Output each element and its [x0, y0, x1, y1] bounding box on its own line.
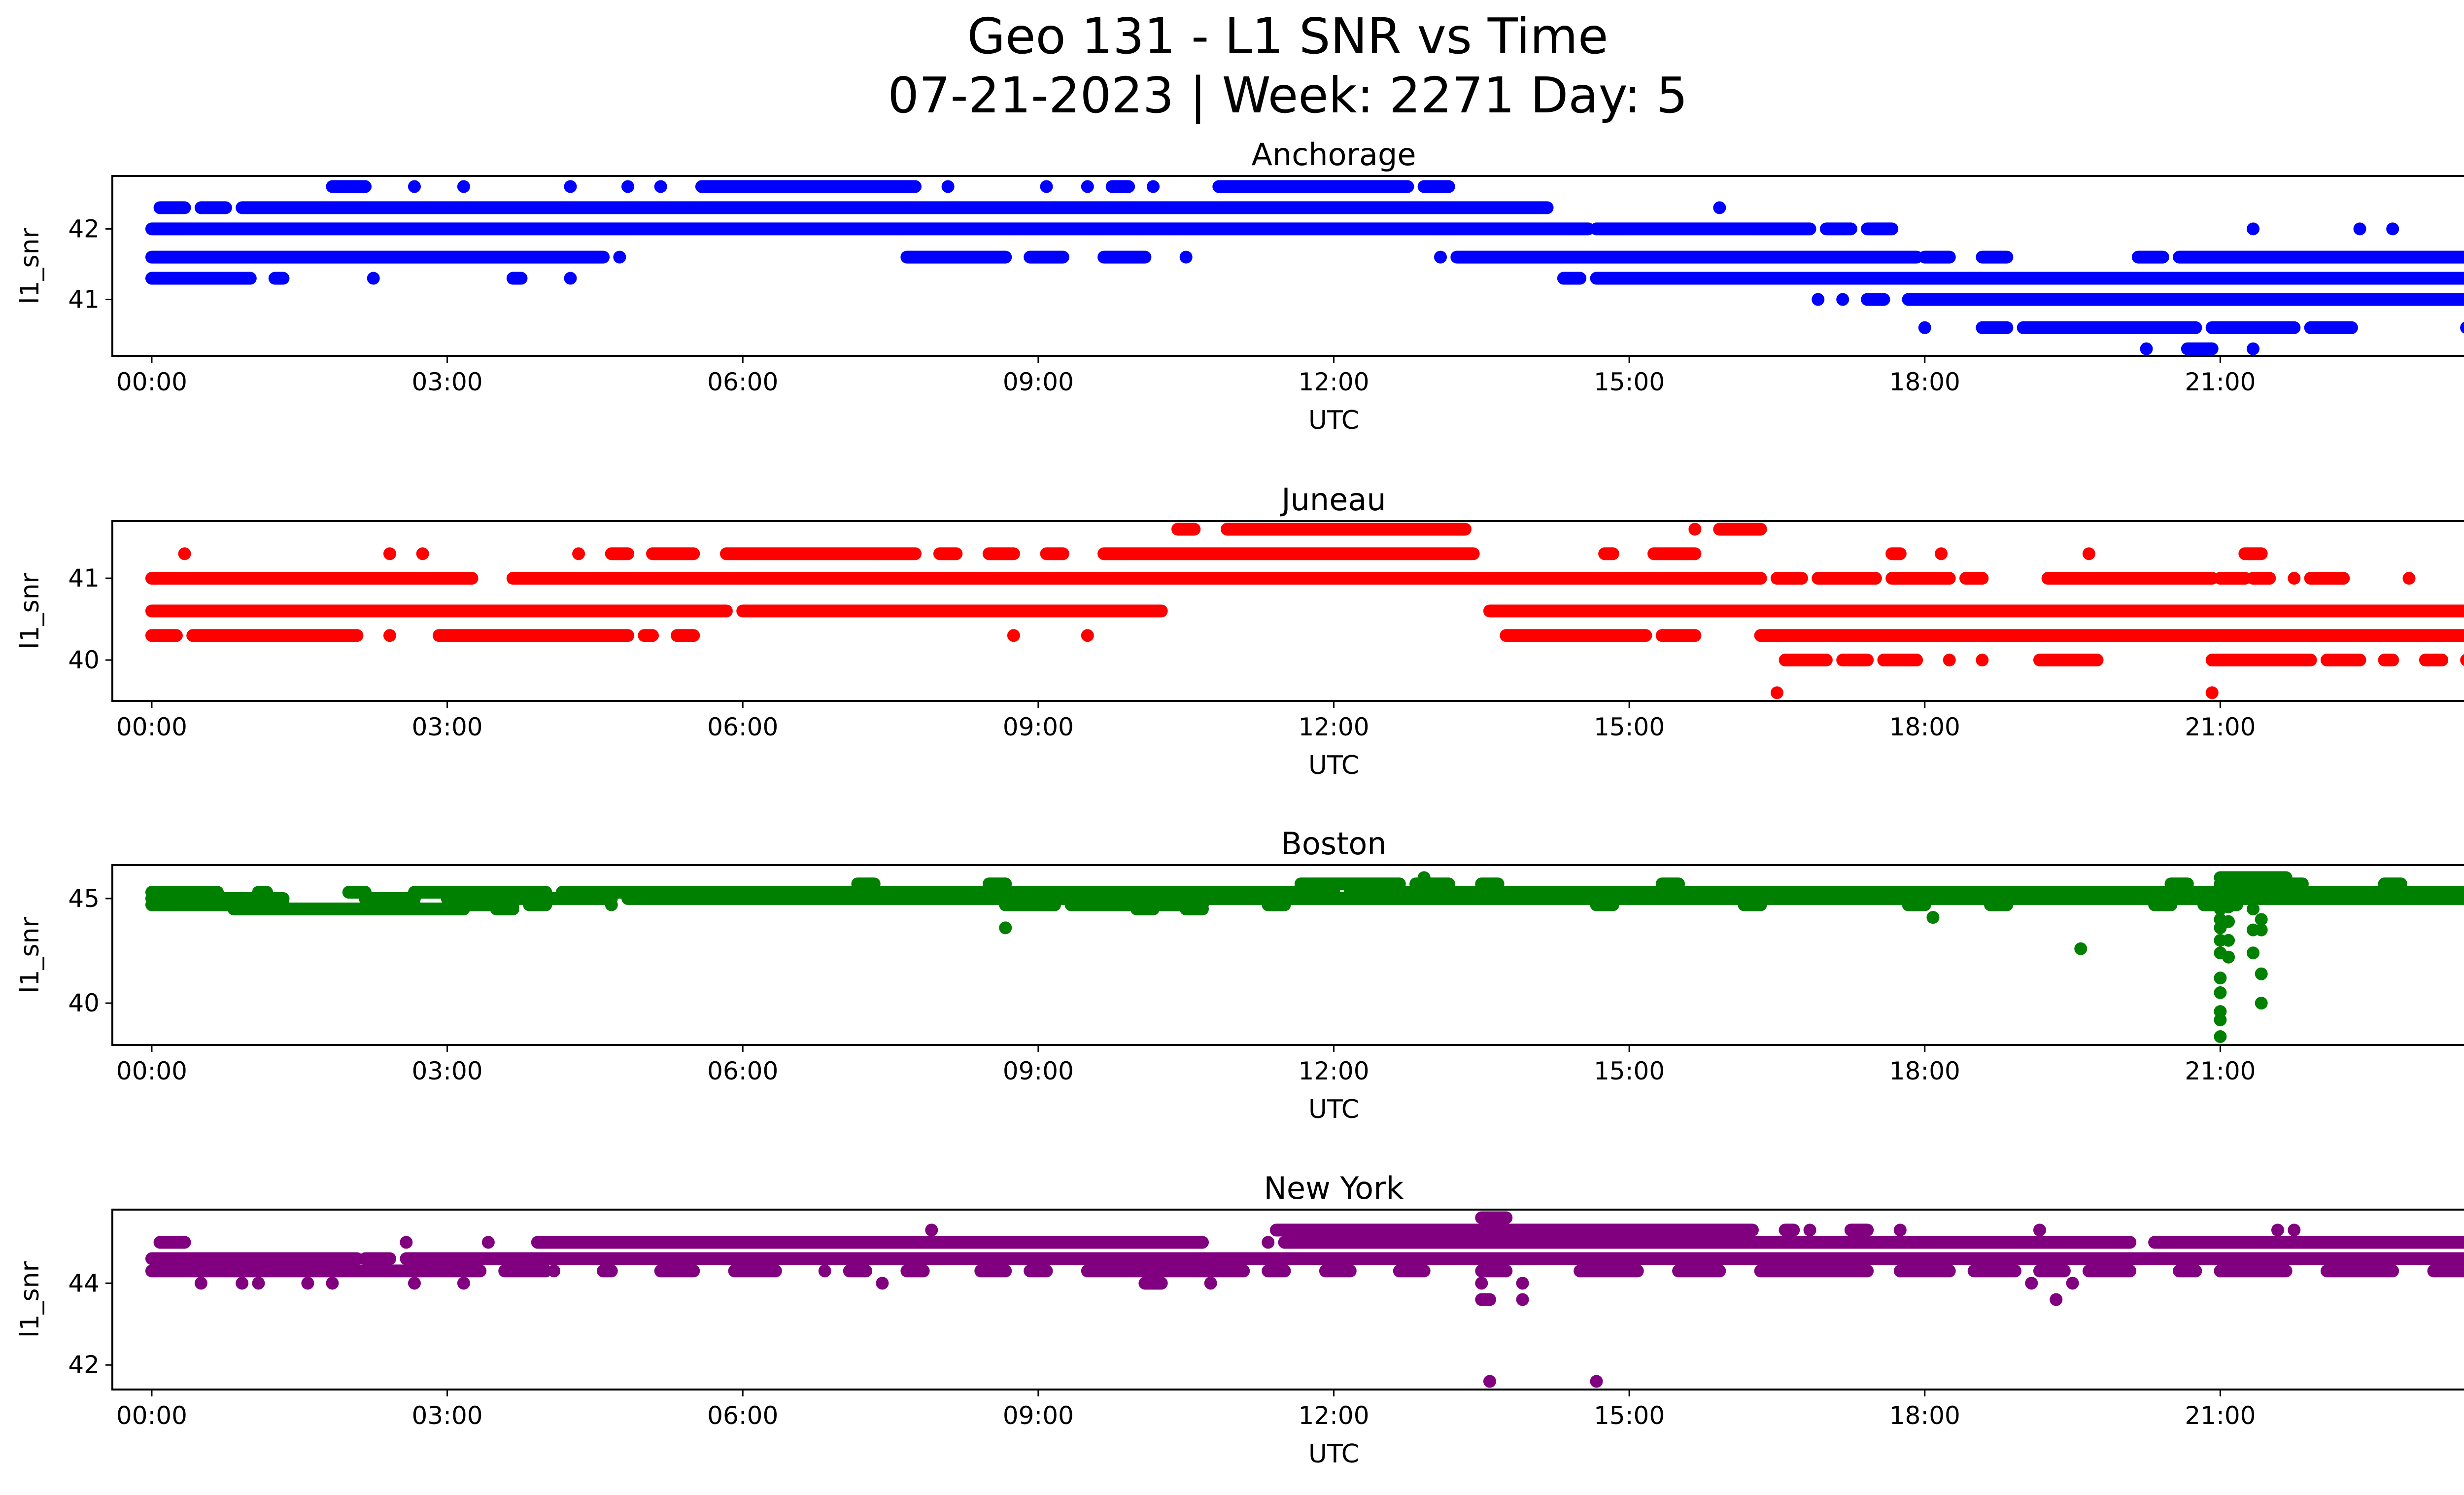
subplot-title: Anchorage — [1251, 137, 1416, 173]
data-points — [145, 1211, 2464, 1388]
y-axis-label: l1_snr — [15, 572, 45, 649]
x-tick-label: 00:00 — [116, 713, 187, 741]
x-tick-label: 06:00 — [707, 1057, 778, 1085]
data-point — [2255, 913, 2268, 926]
x-axis-label: UTC — [1308, 406, 1359, 435]
x-axis-label: UTC — [1308, 1439, 1359, 1469]
data-point — [2214, 986, 2227, 999]
x-tick-label: 09:00 — [1003, 1057, 1074, 1085]
x-tick-label: 21:00 — [2185, 1057, 2256, 1085]
x-axis-label: UTC — [1308, 1095, 1359, 1124]
data-point — [2247, 875, 2260, 888]
x-tick-label: 00:00 — [116, 368, 187, 396]
y-tick-label: 40 — [68, 646, 100, 674]
y-tick-label: 41 — [68, 564, 100, 592]
figure-title-line1: Geo 131 - L1 SNR vs Time — [967, 7, 1608, 65]
x-tick-label: 12:00 — [1298, 1057, 1369, 1085]
y-axis-label: l1_snr — [15, 227, 45, 304]
x-tick-label: 06:00 — [707, 368, 778, 396]
y-tick-label: 44 — [68, 1269, 100, 1297]
data-point — [2255, 997, 2268, 1010]
y-tick-label: 40 — [68, 989, 100, 1017]
x-tick-label: 09:00 — [1003, 1401, 1074, 1430]
x-tick-label: 12:00 — [1298, 1401, 1369, 1430]
subplot-title: Juneau — [1279, 482, 1386, 518]
figure-title: Geo 131 - L1 SNR vs Time 07-21-2023 | We… — [0, 7, 2464, 125]
subplot-boston: Boston 00:00 03:00 06:00 09:00 12:00 15:00 18:0… — [15, 826, 2464, 1124]
x-tick-label: 15:00 — [1594, 713, 1665, 741]
data-point — [2222, 934, 2235, 947]
data-points — [145, 180, 2464, 355]
subplot-juneau: Juneau 00:00 03:00 06:00 09:00 12:00 15:00 18:0… — [15, 482, 2464, 780]
y-tick-label: 45 — [68, 884, 100, 913]
data-point — [2222, 900, 2235, 913]
x-tick-label: 15:00 — [1594, 368, 1665, 396]
y-tick-label: 42 — [68, 214, 100, 243]
y-tick-label: 42 — [68, 1351, 100, 1379]
x-tick-label: 15:00 — [1594, 1057, 1665, 1085]
x-tick-label: 21:00 — [2185, 713, 2256, 741]
x-tick-label: 12:00 — [1298, 713, 1369, 741]
x-tick-label: 18:00 — [1889, 1401, 1960, 1430]
y-axis-label: l1_snr — [15, 916, 45, 993]
x-tick-label: 21:00 — [2185, 1401, 2256, 1430]
x-tick-label: 15:00 — [1594, 1401, 1665, 1430]
data-point — [2255, 967, 2268, 980]
data-points — [145, 871, 2464, 1043]
x-tick-label: 09:00 — [1003, 368, 1074, 396]
x-tick-label: 00:00 — [116, 1057, 187, 1085]
x-tick-label: 03:00 — [412, 368, 483, 396]
x-tick-label: 09:00 — [1003, 713, 1074, 741]
subplot-title: Boston — [1281, 826, 1386, 862]
x-tick-label: 03:00 — [412, 1057, 483, 1085]
data-point — [1926, 911, 1940, 924]
data-point — [2222, 950, 2235, 964]
data-point — [2214, 972, 2227, 985]
figure-title-line2: 07-21-2023 | Week: 2271 Day: 5 — [888, 67, 1688, 124]
x-axis-label: UTC — [1308, 751, 1359, 780]
data-point — [2214, 1030, 2227, 1043]
x-tick-label: 21:00 — [2185, 368, 2256, 396]
data-point — [999, 921, 1012, 935]
data-point — [2222, 915, 2235, 928]
x-tick-label: 12:00 — [1298, 368, 1369, 396]
data-point — [2214, 1013, 2227, 1027]
data-point — [2255, 923, 2268, 937]
y-tick-label: 41 — [68, 285, 100, 313]
x-tick-label: 03:00 — [412, 1401, 483, 1430]
x-tick-label: 06:00 — [707, 1401, 778, 1430]
x-tick-label: 18:00 — [1889, 713, 1960, 741]
y-axis-label: l1_snr — [15, 1261, 45, 1338]
x-tick-label: 18:00 — [1889, 1057, 1960, 1085]
subplot-anchorage: Anchorage 00:00 03:00 06:00 09:00 12:00 15:00 1… — [15, 137, 2464, 435]
x-tick-label: 18:00 — [1889, 368, 1960, 396]
subplot-new-york: New York 00:00 03:00 06:00 09:00 12:00 15:00 18… — [15, 1170, 2464, 1469]
data-point — [2074, 942, 2088, 955]
data-points — [145, 522, 2464, 699]
x-tick-label: 00:00 — [116, 1401, 187, 1430]
data-point — [2247, 946, 2260, 960]
data-point — [2247, 903, 2260, 916]
data-point — [2255, 892, 2268, 905]
subplot-title: New York — [1264, 1170, 1404, 1206]
x-tick-label: 03:00 — [412, 713, 483, 741]
x-tick-label: 06:00 — [707, 713, 778, 741]
